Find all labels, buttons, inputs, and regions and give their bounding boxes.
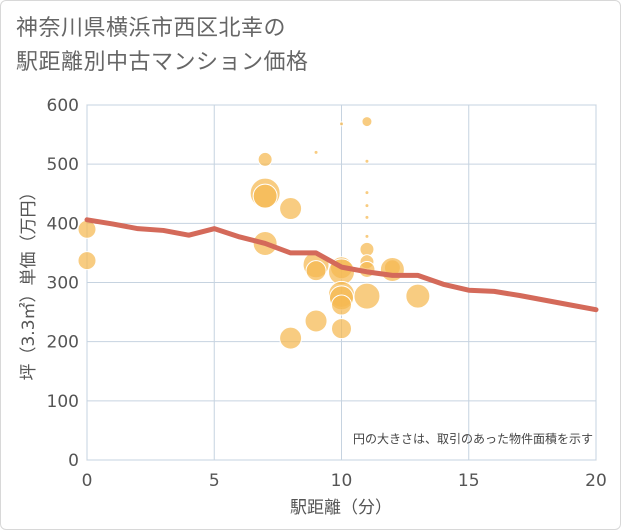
average-price-line — [84, 217, 599, 313]
y-axis-label: 坪（3.3㎡）単価（万円） — [19, 183, 39, 380]
bubble-point-4 — [252, 183, 278, 209]
bubble-point-18 — [331, 318, 352, 340]
bubble-point-22 — [364, 203, 370, 209]
y-tick-label-2: 200 — [47, 333, 79, 353]
x-tick-label-1: 5 — [209, 471, 220, 491]
bubble-point-24 — [364, 233, 370, 239]
bubble-point-1 — [77, 251, 97, 271]
y-tick-label-6: 600 — [47, 96, 79, 116]
x-tick-label-0: 0 — [82, 471, 93, 491]
x-tick-label-3: 15 — [458, 471, 480, 491]
bubble-point-21 — [364, 190, 370, 196]
bubble-point-12 — [339, 121, 344, 127]
bubble-point-23 — [364, 214, 370, 220]
bubble-series — [77, 116, 431, 350]
bubble-point-11 — [304, 309, 328, 333]
x-tick-labels: 0 5 10 15 20 — [82, 471, 607, 491]
y-tick-label-0: 0 — [68, 451, 79, 471]
bubble-point-8 — [313, 149, 319, 155]
x-tick-label-2: 10 — [331, 471, 353, 491]
y-tick-label-1: 100 — [47, 392, 79, 412]
bubble-point-7 — [279, 326, 303, 350]
y-tick-label-5: 500 — [47, 155, 79, 175]
bubble-point-10 — [305, 260, 327, 282]
chart-title-line-1: 神奈川県横浜市西区北幸の — [16, 16, 287, 41]
y-tick-label-3: 300 — [47, 274, 79, 294]
average-line-series — [84, 217, 599, 313]
x-tick-label-4: 20 — [585, 471, 607, 491]
bubble-point-31 — [405, 283, 431, 309]
bubble-point-6 — [279, 197, 303, 221]
y-tick-labels: 0 100 200 300 400 500 600 — [47, 96, 79, 471]
x-axis-label: 駅距離（分） — [290, 498, 392, 518]
bubble-point-20 — [364, 158, 370, 164]
bubble-point-25 — [359, 241, 375, 257]
size-annotation: 円の大きさは、取引のあった物件面積を示す — [353, 431, 593, 446]
chart-title: 神奈川県横浜市西区北幸の 駅距離別中古マンション価格 — [16, 12, 309, 80]
bubble-point-19 — [361, 116, 373, 128]
bubble-point-17 — [331, 294, 352, 316]
y-tick-label-4: 400 — [47, 214, 79, 234]
bubble-point-2 — [257, 151, 273, 167]
bubble-point-28 — [353, 282, 381, 310]
chart-title-line-2: 駅距離別中古マンション価格 — [16, 50, 309, 75]
